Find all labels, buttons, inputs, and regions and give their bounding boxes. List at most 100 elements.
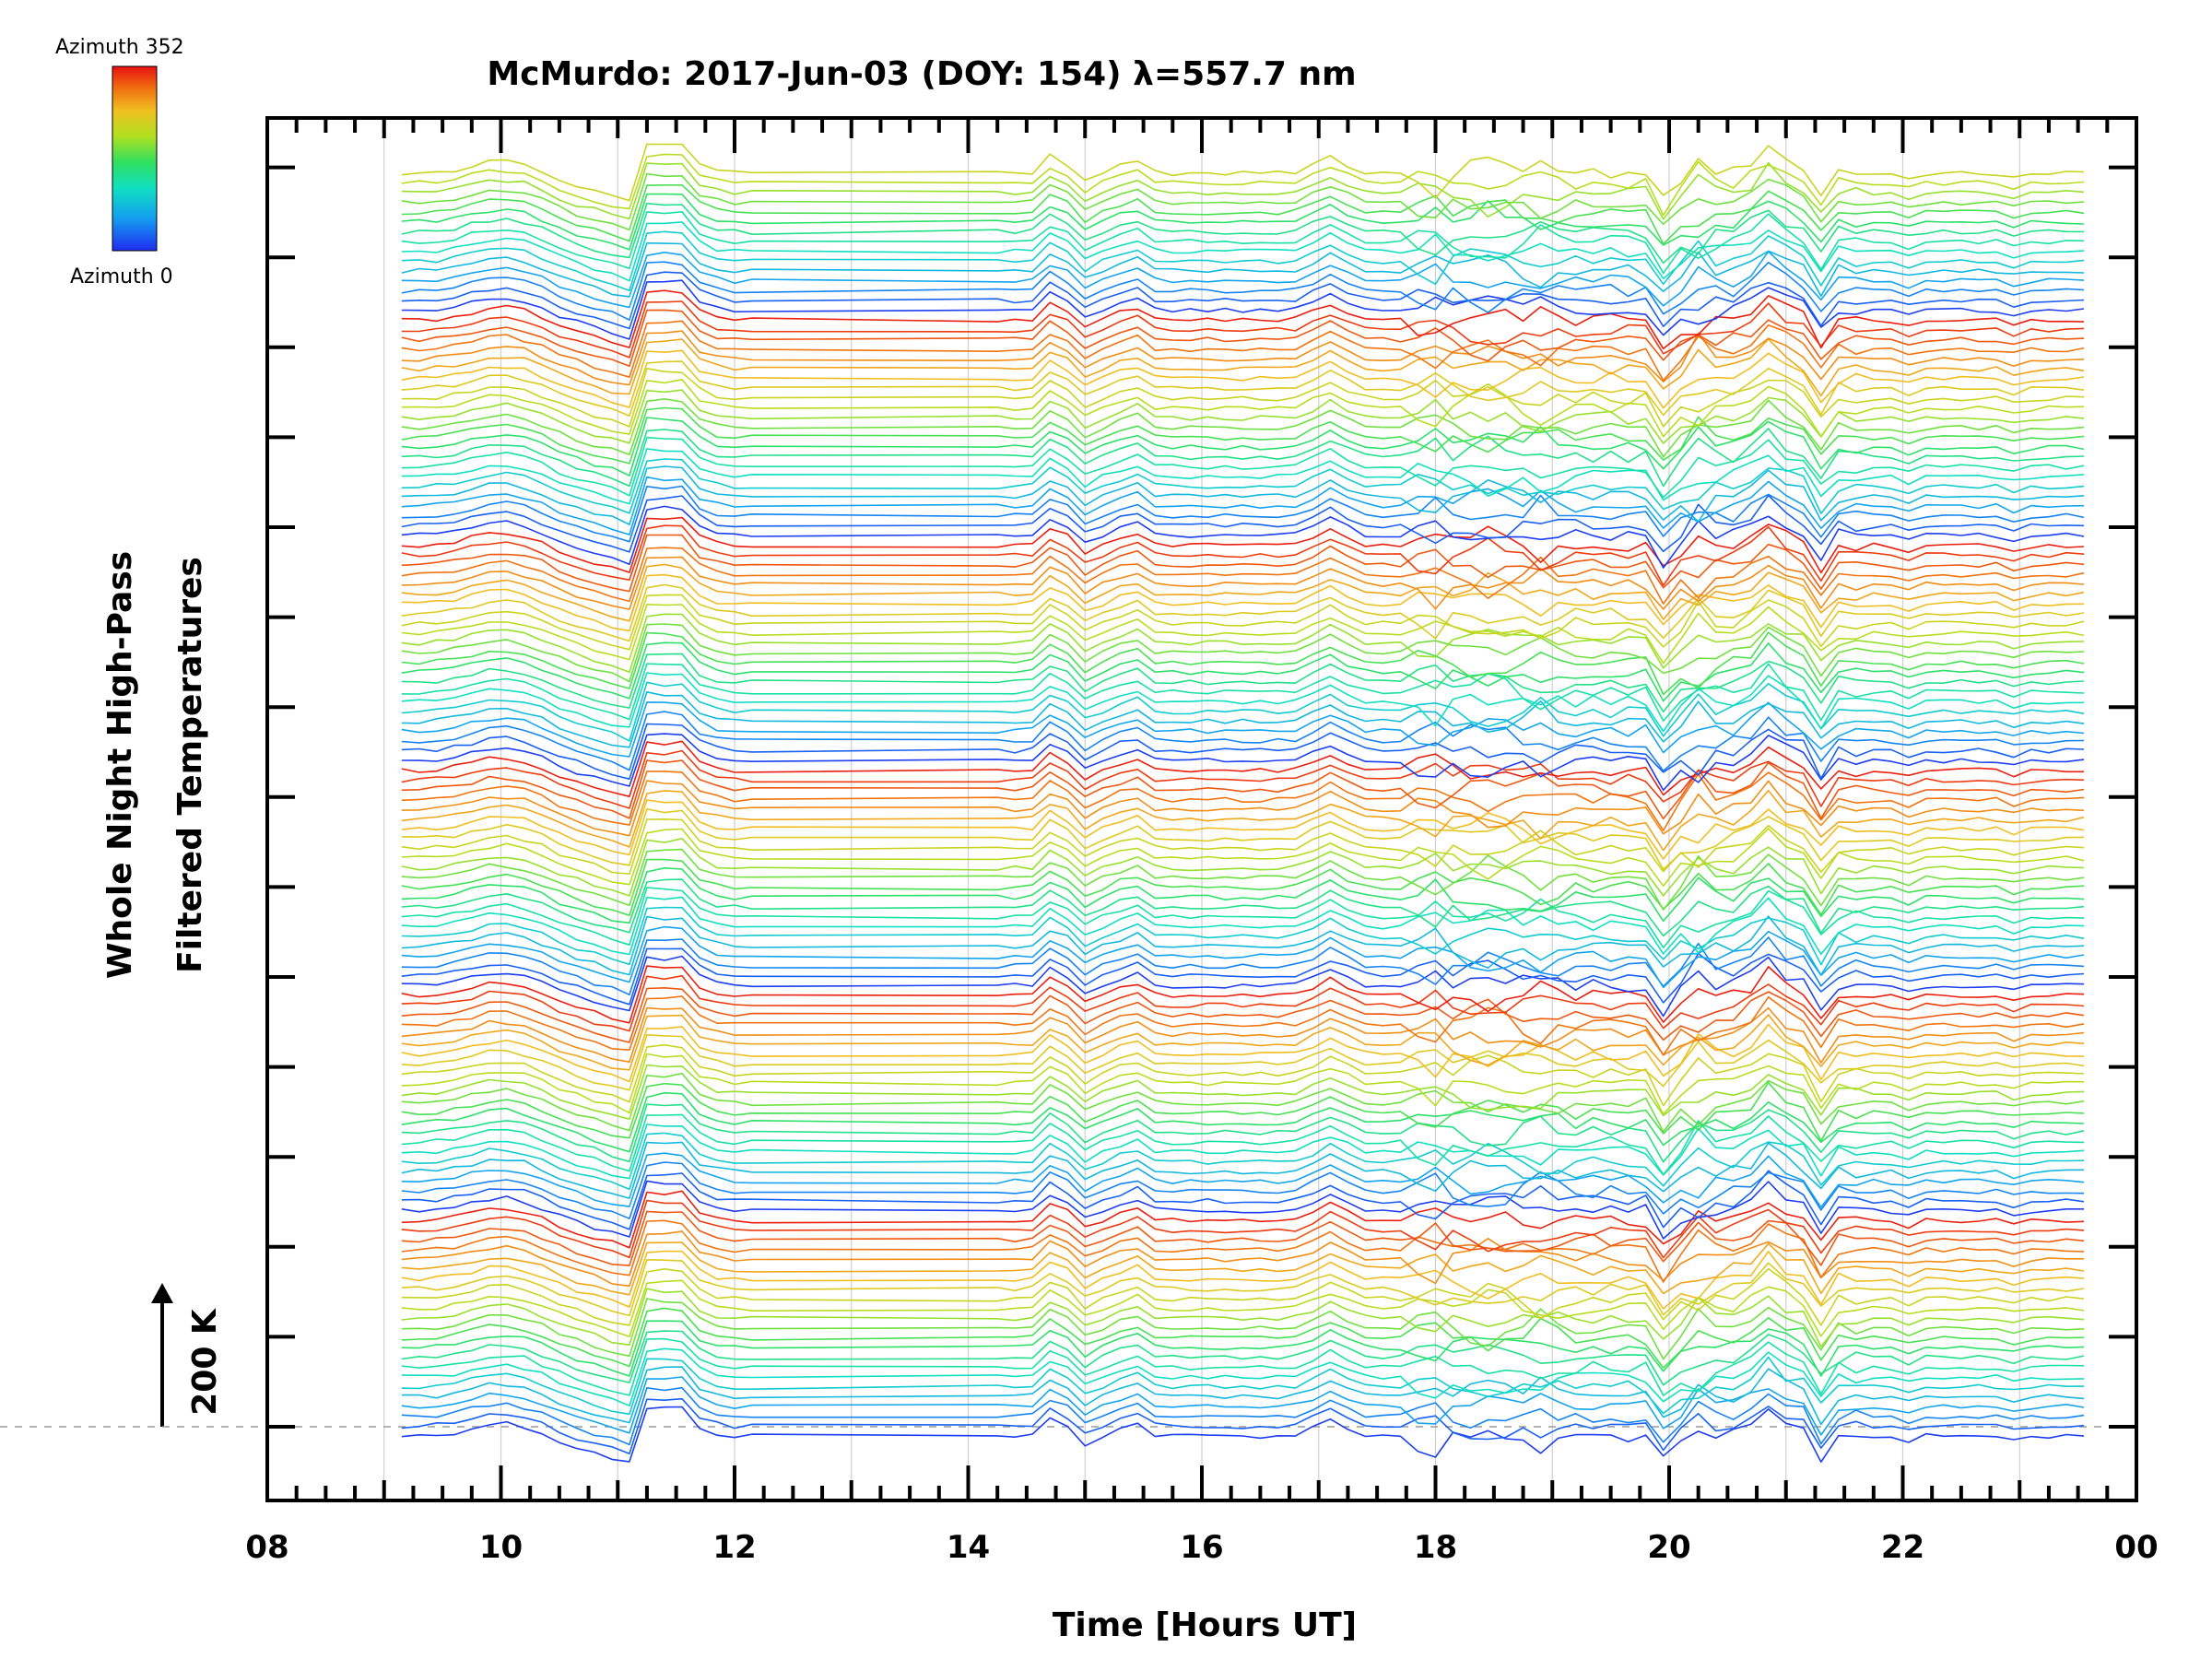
- trace-line-35: [401, 1064, 2085, 1120]
- trace-line-34: [401, 1072, 2085, 1133]
- trace-line-64: [401, 780, 2085, 837]
- trace-line-81: [401, 613, 2085, 674]
- trace-line-39: [401, 1023, 2085, 1083]
- trace-line-85: [401, 573, 2085, 632]
- x-tick-label-08: 08: [245, 1529, 288, 1566]
- trace-line-14: [401, 1267, 2085, 1326]
- trace-line-92: [401, 505, 2085, 569]
- x-tick-label-12: 12: [712, 1529, 756, 1566]
- trace-line-96: [401, 465, 2085, 525]
- trace-line-67: [401, 749, 2085, 809]
- trace-line-60: [401, 818, 2085, 876]
- x-tick-label-14: 14: [947, 1529, 990, 1566]
- x-tick-label-16: 16: [1180, 1529, 1223, 1566]
- trace-line-38: [401, 1034, 2085, 1091]
- trace-line-15: [401, 1259, 2085, 1317]
- trace-line-22: [401, 1190, 2085, 1249]
- trace-line-90: [401, 524, 2085, 587]
- trace-line-63: [401, 789, 2085, 852]
- trace-line-44: [401, 974, 2085, 1032]
- trace-line-47: [401, 947, 2085, 1006]
- trace-line-99: [401, 436, 2085, 499]
- trace-line-53: [401, 887, 2085, 948]
- trace-line-13: [401, 1279, 2085, 1337]
- scale-label: 200 K: [186, 1308, 224, 1416]
- trace-line-50: [401, 915, 2085, 976]
- trace-line-80: [401, 623, 2085, 683]
- trace-line-94: [401, 485, 2085, 543]
- trace-line-89: [401, 534, 2085, 593]
- trace-line-120: [401, 230, 2085, 292]
- trace-line-18: [401, 1230, 2084, 1288]
- trace-line-76: [401, 663, 2085, 722]
- trace-line-62: [401, 799, 2085, 860]
- trace-line-36: [401, 1053, 2085, 1115]
- trace-line-24: [401, 1170, 2085, 1230]
- trace-line-100: [401, 428, 2085, 488]
- trace-line-30: [401, 1113, 2085, 1176]
- trace-line-112: [401, 309, 2085, 368]
- trace-line-59: [401, 828, 2085, 888]
- trace-line-69: [401, 733, 2085, 792]
- trace-line-70: [401, 723, 2085, 781]
- trace-line-74: [401, 681, 2085, 742]
- chart-title: McMurdo: 2017-Jun-03 (DOY: 154) λ=557.7 …: [487, 55, 1356, 93]
- trace-line-73: [401, 690, 2085, 748]
- x-tick-labels: 08 10 12 14 16 18 20 22 00: [245, 1529, 2158, 1566]
- y-axis-label-line1: Whole Night High-Pass: [101, 551, 139, 979]
- trace-line-123: [401, 202, 2085, 265]
- trace-line-45: [401, 965, 2085, 1024]
- trace-line-103: [401, 397, 2085, 458]
- trace-line-49: [401, 925, 2085, 989]
- colorbar-bottom-label: Azimuth 0: [70, 265, 173, 288]
- trace-line-118: [401, 250, 2085, 309]
- trace-line-127: [401, 161, 2085, 220]
- trace-line-79: [401, 631, 2085, 696]
- trace-line-54: [401, 878, 2085, 937]
- trace-line-68: [401, 740, 2084, 798]
- trace-line-126: [401, 172, 2085, 231]
- scale-arrow-head: [151, 1283, 173, 1303]
- trace-line-29: [401, 1124, 2085, 1180]
- x-tick-label-22: 22: [1881, 1529, 1924, 1566]
- trace-line-2: [401, 1386, 2085, 1446]
- trace-line-117: [401, 261, 2085, 322]
- trace-line-83: [401, 594, 2085, 651]
- trace-line-8: [401, 1330, 2085, 1386]
- x-tick-label-00: 00: [2114, 1529, 2158, 1566]
- trace-line-104: [401, 389, 2085, 444]
- trace-line-87: [401, 556, 2085, 610]
- trace-line-115: [401, 279, 2085, 340]
- trace-line-105: [401, 378, 2085, 438]
- trace-line-12: [401, 1288, 2085, 1347]
- trace-line-66: [401, 759, 2085, 820]
- trace-line-111: [401, 320, 2085, 382]
- trace-line-93: [401, 494, 2085, 553]
- trace-line-27: [401, 1141, 2085, 1199]
- trace-line-28: [401, 1132, 2085, 1191]
- trace-line-113: [401, 300, 2085, 359]
- trace-line-21: [401, 1199, 2085, 1259]
- trace-line-98: [401, 448, 2085, 505]
- trace-line-16: [401, 1250, 2085, 1310]
- scale-indicator: 200 K: [151, 1283, 224, 1427]
- trace-line-26: [401, 1152, 2085, 1208]
- trace-line-114: [401, 289, 2085, 350]
- trace-line-48: [401, 936, 2085, 996]
- trace-line-1: [401, 1397, 2085, 1454]
- trace-line-121: [401, 221, 2085, 282]
- x-axis-label: Time [Hours UT]: [1053, 1606, 1357, 1644]
- trace-line-84: [401, 583, 2085, 642]
- traces-layer: [401, 143, 2085, 1463]
- trace-line-19: [401, 1219, 2085, 1283]
- trace-line-71: [401, 711, 2085, 772]
- trace-line-77: [401, 653, 2085, 713]
- trace-line-37: [401, 1043, 2085, 1107]
- trace-line-31: [401, 1103, 2085, 1163]
- trace-line-91: [401, 516, 2085, 574]
- trace-line-23: [401, 1180, 2084, 1240]
- trace-line-57: [401, 848, 2085, 911]
- trace-line-86: [401, 563, 2085, 622]
- trace-line-43: [401, 987, 2085, 1043]
- trace-line-97: [401, 458, 2085, 514]
